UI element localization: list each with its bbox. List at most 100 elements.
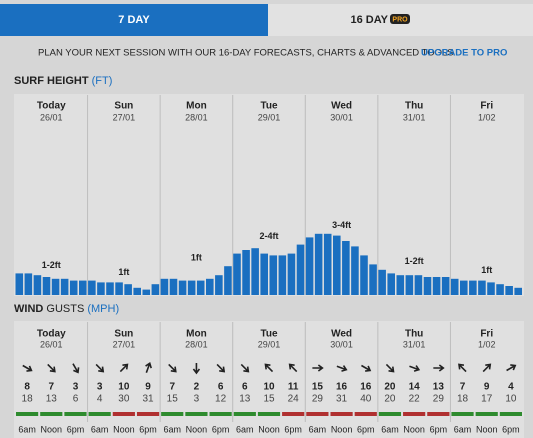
wind-time: 6am: [91, 424, 109, 434]
surf-bar: [296, 244, 305, 295]
wind-gust: 4: [97, 394, 103, 405]
wind-gust: 6: [73, 394, 79, 405]
wind-speed: 7: [169, 382, 175, 393]
wind-arrow: [361, 364, 372, 372]
surf-label: 2-4ft: [259, 231, 278, 241]
surf-bar: [287, 253, 296, 295]
wind-speed: 3: [97, 382, 103, 393]
wind-unit: (MPH): [87, 303, 119, 315]
wind-gust: 17: [481, 394, 493, 405]
surf-bar: [33, 275, 42, 295]
surf-bar: [124, 284, 132, 295]
wind-arrow: [119, 363, 129, 373]
surf-bar: [469, 280, 477, 295]
surf-bar: [314, 233, 323, 295]
surf-bar: [496, 284, 504, 295]
wind-arrow: [22, 364, 33, 372]
wind-gust: 30: [118, 394, 130, 405]
tab-active[interactable]: [0, 4, 268, 36]
tab-label[interactable]: 16 DAY: [350, 14, 388, 26]
surf-bar: [69, 280, 78, 295]
surf-bar: [60, 278, 69, 295]
wind-time: Noon: [403, 424, 425, 434]
wind-rating: [64, 412, 87, 416]
pro-badge-text: PRO: [392, 16, 408, 23]
surf-bar: [432, 277, 441, 295]
wind-rating: [136, 412, 160, 416]
wind-panel: [14, 321, 524, 438]
surf-unit: (FT): [92, 75, 113, 87]
surf-bar: [405, 275, 414, 295]
surf-bar: [160, 278, 169, 295]
day-name: Tue: [260, 329, 277, 340]
surf-bar: [178, 280, 187, 295]
wind-rating: [112, 412, 135, 416]
day-date: 26/01: [40, 339, 63, 349]
surf-bar: [441, 277, 450, 295]
wind-gust: 13: [46, 394, 58, 405]
wind-time: 6pm: [502, 424, 520, 434]
wind-arrow: [240, 363, 250, 373]
tab-label[interactable]: 7 DAY: [118, 14, 150, 26]
day-date: 30/01: [330, 112, 353, 122]
day-date: 1/02: [478, 339, 496, 349]
wind-time: 6am: [236, 424, 254, 434]
wind-speed: 8: [24, 382, 30, 393]
wind-time: Noon: [476, 424, 498, 434]
wind-gust: 24: [288, 394, 300, 405]
wind-arrow: [482, 363, 492, 373]
wind-arrow: [264, 363, 274, 373]
surf-bar: [478, 280, 486, 295]
wind-speed: 6: [242, 382, 248, 393]
wind-time: 6am: [454, 424, 472, 434]
day-name: Today: [37, 101, 66, 112]
wind-speed: 9: [145, 382, 151, 393]
wind-rating: [282, 412, 305, 416]
wind-speed: 3: [73, 382, 79, 393]
surf-bar: [351, 246, 359, 295]
wind-rating: [427, 412, 450, 416]
day-name: Fri: [480, 329, 493, 340]
upgrade-link[interactable]: UPGRADE TO PRO: [421, 48, 507, 59]
surf-bar: [97, 282, 105, 295]
wind-time: 6am: [18, 424, 36, 434]
surf-panel: [14, 94, 524, 296]
wind-time: 6pm: [430, 424, 448, 434]
surf-bar: [233, 253, 241, 295]
wind-time: 6pm: [357, 424, 375, 434]
wind-subtitle: GUSTS: [46, 303, 84, 315]
surf-bar: [215, 275, 223, 295]
wind-time: 6am: [309, 424, 327, 434]
wind-arrow: [506, 364, 517, 372]
banner-text: PLAN YOUR NEXT SESSION WITH OUR 16-DAY F…: [38, 48, 454, 59]
surf-bar: [369, 264, 377, 295]
wind-speed: 10: [263, 382, 275, 393]
surf-bar: [360, 255, 368, 295]
wind-rating: [233, 412, 256, 416]
wind-rating: [257, 412, 281, 416]
wind-speed: 7: [49, 382, 55, 393]
wind-rating: [403, 412, 426, 416]
wind-arrow: [409, 365, 421, 372]
wind-gust: 31: [336, 394, 348, 405]
surf-bar: [151, 284, 160, 295]
surf-bar: [88, 280, 96, 295]
wind-rating: [354, 412, 377, 416]
wind-time: Noon: [186, 424, 208, 434]
surf-bar: [142, 289, 151, 295]
wind-speed: 20: [384, 382, 396, 393]
wind-time: 6pm: [284, 424, 302, 434]
surf-bar: [15, 273, 24, 295]
wind-gust: 40: [360, 394, 372, 405]
wind-gust: 18: [457, 394, 469, 405]
surf-bar: [396, 275, 405, 295]
wind-rating: [185, 412, 208, 416]
wind-speed: 15: [312, 382, 324, 393]
wind-rating: [306, 412, 329, 416]
wind-speed: 10: [118, 382, 130, 393]
surf-label: 3-4ft: [332, 220, 351, 230]
day-date: 31/01: [403, 112, 426, 122]
wind-speed: 11: [288, 382, 299, 393]
